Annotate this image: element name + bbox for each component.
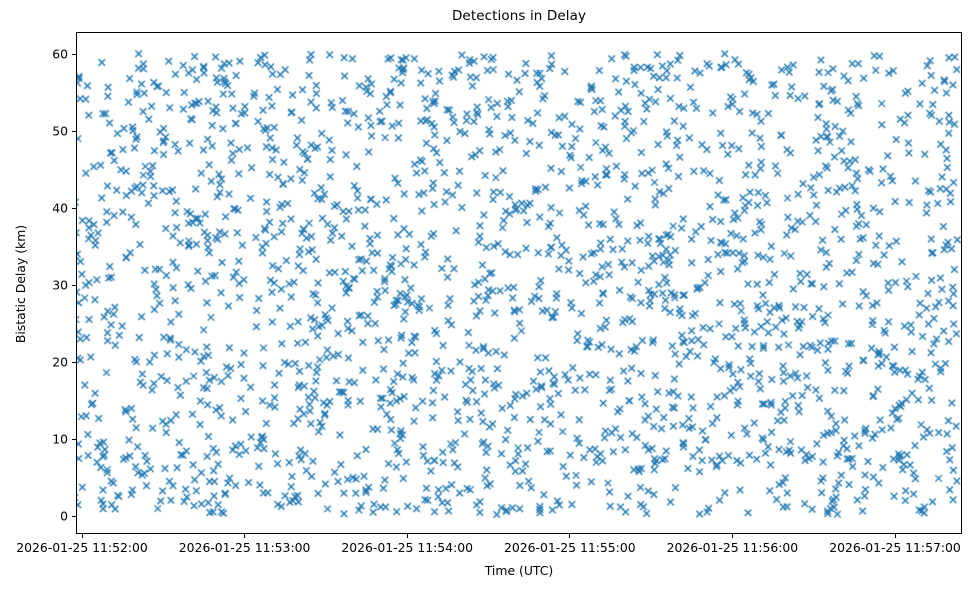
y-tick-mark <box>72 515 76 517</box>
plot-area <box>76 32 962 534</box>
x-tick-label: 2026-01-25 11:57:00 <box>829 540 961 555</box>
y-tick-label: 10 <box>52 431 68 447</box>
x-tick-label: 2026-01-25 11:52:00 <box>16 540 148 555</box>
x-tick-mark <box>406 534 408 538</box>
x-tick-mark <box>894 534 896 538</box>
x-tick-label: 2026-01-25 11:56:00 <box>666 540 799 555</box>
x-tick-mark <box>81 534 83 538</box>
page-title: Detections in Delay <box>451 8 587 24</box>
y-tick-mark <box>72 284 76 286</box>
x-tick-label: 2026-01-25 11:53:00 <box>178 540 311 555</box>
y-tick-mark <box>72 53 76 55</box>
scatter-canvas <box>77 33 961 533</box>
x-tick-mark <box>244 534 246 538</box>
y-tick-label: 50 <box>52 123 68 139</box>
x-tick-label: 2026-01-25 11:54:00 <box>341 540 473 555</box>
y-tick-mark <box>72 361 76 363</box>
x-tick-mark <box>731 534 733 538</box>
x-tick-label: 2026-01-25 11:55:00 <box>503 540 636 555</box>
y-tick-label: 40 <box>52 200 68 216</box>
x-tick-mark <box>569 534 571 538</box>
y-tick-label: 30 <box>52 277 68 293</box>
y-tick-label: 60 <box>52 46 68 62</box>
y-tick-label: 20 <box>52 354 68 370</box>
y-axis-label: Bistatic Delay (km) <box>13 224 28 344</box>
y-tick-mark <box>72 438 76 440</box>
y-tick-mark <box>72 207 76 209</box>
y-tick-mark <box>72 130 76 132</box>
x-axis-label: Time (UTC) <box>484 563 554 578</box>
y-tick-label: 0 <box>60 508 68 524</box>
